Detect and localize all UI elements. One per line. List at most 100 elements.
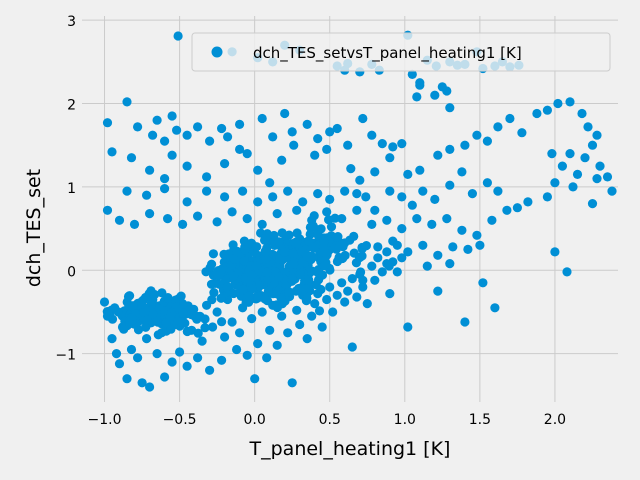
y-tick-labels: −1 0 1 2 3 — [55, 14, 76, 363]
data-point — [472, 130, 482, 140]
data-point — [388, 142, 398, 152]
data-point — [122, 374, 132, 384]
data-point — [502, 205, 512, 215]
data-point — [572, 169, 583, 179]
data-point — [252, 242, 262, 252]
data-point — [289, 140, 299, 150]
data-point — [200, 323, 210, 333]
data-point — [303, 283, 313, 293]
data-point — [337, 214, 347, 224]
data-point — [370, 275, 380, 285]
data-point — [193, 353, 203, 363]
data-point — [430, 194, 440, 204]
data-point — [392, 267, 402, 277]
data-point — [326, 222, 337, 232]
data-point — [308, 221, 318, 231]
data-point — [397, 253, 407, 263]
legend-box — [191, 32, 611, 72]
data-point — [227, 317, 237, 327]
data-point — [220, 332, 230, 342]
data-point — [247, 314, 257, 324]
data-point — [355, 175, 365, 185]
data-point — [202, 172, 212, 182]
data-point — [475, 240, 485, 250]
data-point — [407, 69, 417, 79]
data-point — [472, 230, 482, 240]
data-point — [257, 307, 267, 317]
data-point — [260, 247, 270, 257]
data-point — [397, 224, 407, 234]
data-point — [287, 274, 297, 284]
data-point — [358, 282, 368, 292]
data-point — [148, 309, 158, 319]
y-tick-label: −1 — [55, 348, 76, 364]
data-point — [217, 317, 227, 327]
data-point — [493, 122, 503, 132]
data-point — [356, 267, 366, 277]
data-point — [229, 254, 239, 264]
data-point — [457, 167, 467, 177]
data-point — [562, 267, 572, 277]
data-point — [284, 287, 294, 297]
data-point — [102, 205, 113, 215]
data-point — [292, 305, 302, 315]
data-point — [239, 256, 249, 266]
data-point — [163, 214, 173, 224]
data-point — [287, 378, 297, 388]
data-point — [175, 347, 185, 357]
data-point — [370, 205, 380, 215]
data-point — [324, 215, 334, 225]
data-point — [313, 230, 323, 240]
data-point — [142, 334, 152, 344]
data-point — [532, 108, 542, 119]
data-point — [337, 278, 347, 288]
data-point — [216, 293, 226, 303]
y-tick-label: 0 — [67, 264, 76, 280]
data-point — [142, 315, 152, 325]
data-point — [361, 192, 371, 202]
data-point — [467, 189, 477, 199]
data-point — [448, 242, 458, 252]
data-point — [433, 286, 443, 296]
data-point — [457, 225, 467, 235]
data-point — [207, 295, 217, 305]
data-point — [347, 342, 357, 352]
data-point — [220, 159, 230, 169]
data-point — [235, 144, 245, 154]
data-point — [276, 293, 286, 303]
data-point — [337, 253, 347, 264]
data-point — [490, 303, 500, 313]
data-point — [607, 186, 617, 196]
data-point — [122, 97, 132, 107]
data-point — [240, 245, 250, 255]
data-point — [403, 169, 413, 179]
data-point — [550, 178, 560, 188]
data-point — [160, 372, 170, 382]
data-point — [295, 319, 305, 330]
data-point — [340, 238, 350, 248]
data-point — [412, 214, 422, 224]
data-point — [114, 215, 125, 225]
y-tick-label: 2 — [67, 98, 76, 114]
data-point — [325, 127, 335, 137]
data-point — [274, 237, 284, 247]
data-point — [340, 186, 350, 196]
data-point — [176, 291, 186, 301]
data-point — [284, 230, 294, 240]
data-point — [122, 186, 132, 196]
data-point — [152, 115, 162, 125]
data-point — [208, 249, 218, 259]
x-tick-label: −1.0 — [88, 412, 122, 428]
data-point — [107, 147, 117, 157]
data-point — [148, 130, 158, 140]
x-axis-label: T_panel_heating1 [K] — [249, 438, 451, 460]
data-point — [592, 174, 602, 184]
data-point — [553, 98, 563, 109]
data-point — [314, 306, 325, 316]
data-point — [206, 279, 217, 289]
data-point — [310, 150, 320, 160]
data-point — [235, 119, 245, 129]
data-point — [427, 219, 437, 229]
data-point — [322, 144, 332, 154]
data-point — [262, 267, 272, 277]
